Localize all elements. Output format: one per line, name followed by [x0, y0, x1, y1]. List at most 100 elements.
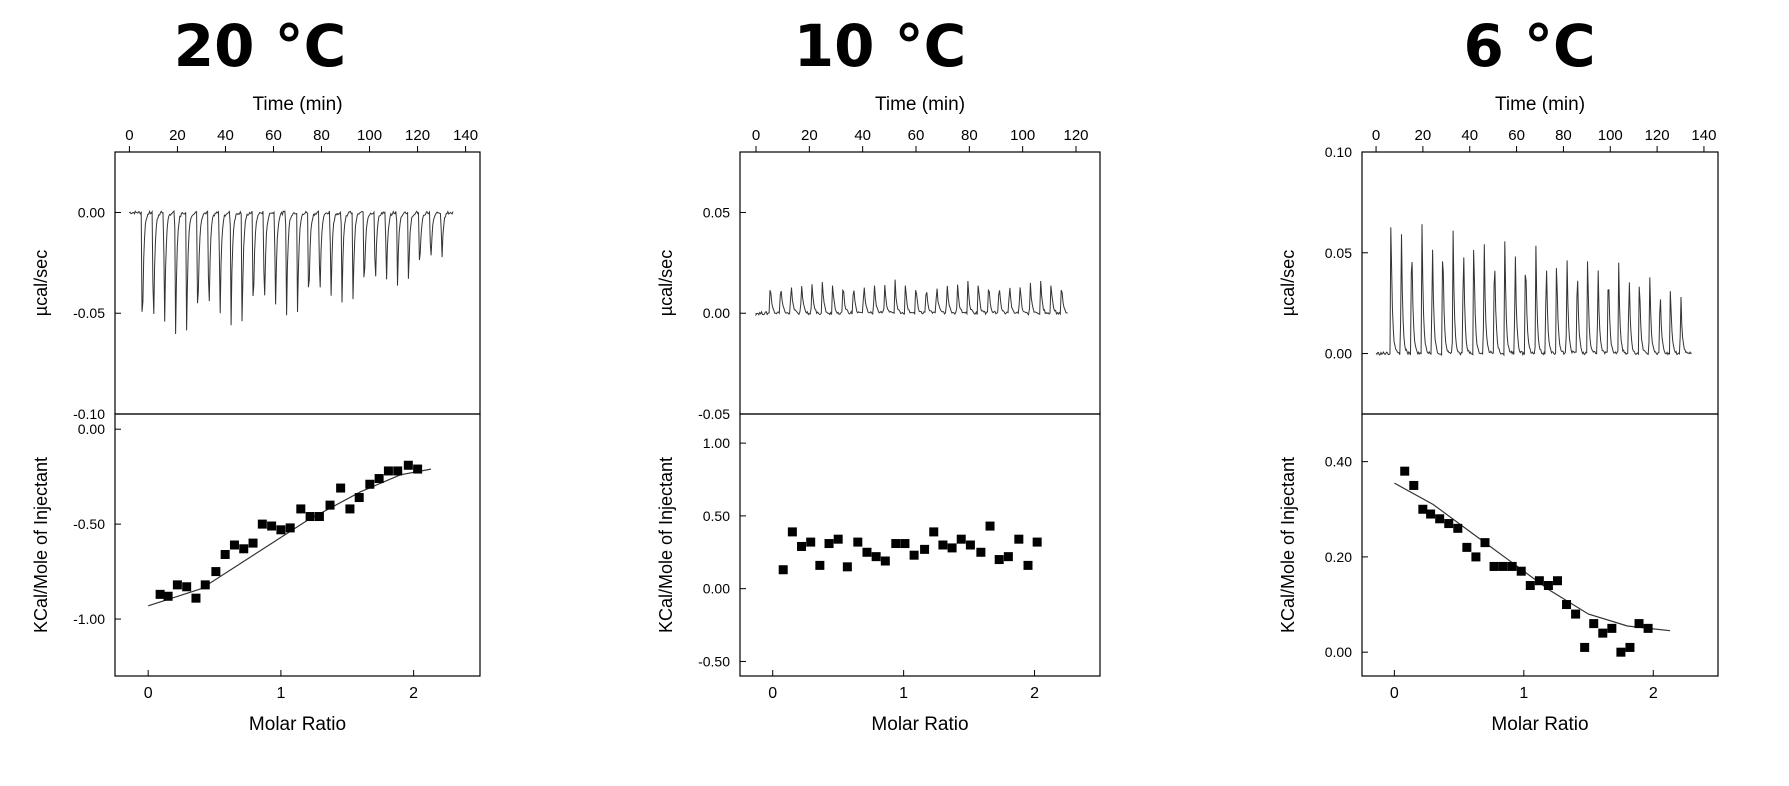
enthalpy-tick-label: 0.00 [1325, 644, 1352, 660]
data-point [325, 500, 335, 510]
power-axis-label: µcal/sec [31, 250, 51, 316]
data-point [1426, 509, 1436, 519]
data-point [155, 589, 165, 599]
data-point [1643, 623, 1653, 633]
data-point [1462, 542, 1472, 552]
power-tick-label: 0.05 [1325, 245, 1352, 261]
data-point [920, 544, 930, 554]
power-tick-label: 0.00 [1325, 346, 1352, 362]
time-tick-label: 100 [1598, 127, 1623, 144]
data-point [1525, 580, 1535, 590]
data-point [1562, 600, 1572, 610]
data-point [976, 547, 986, 557]
ratio-tick-label: 2 [409, 685, 418, 702]
data-point [806, 537, 816, 547]
ratio-axis-label: Molar Ratio [871, 714, 968, 735]
top-plot-frame [1361, 151, 1719, 415]
data-point [862, 547, 872, 557]
power-tick-label: -0.10 [73, 406, 105, 422]
ratio-tick-label: 2 [1030, 685, 1039, 702]
data-point [1616, 647, 1626, 657]
time-tick-label: 100 [357, 127, 382, 144]
data-point [797, 541, 807, 551]
data-point [267, 521, 277, 531]
time-tick-label: 60 [265, 127, 282, 144]
time-tick-label: 20 [1415, 127, 1432, 144]
time-axis-label: Time (min) [875, 94, 965, 115]
data-point [1400, 466, 1410, 476]
time-tick-label: 0 [1372, 127, 1380, 144]
data-point [815, 560, 825, 570]
top-plot-frame [739, 151, 1101, 415]
data-point [985, 521, 995, 531]
panel-6c: 6 °C 0 20 40 60 80 100 120 140 Time (min) 0.00 0.0… [1270, 0, 1789, 786]
ratio-tick-label: 0 [768, 685, 777, 702]
data-point [842, 562, 852, 572]
data-point [163, 591, 173, 601]
data-point [1480, 538, 1490, 548]
ratio-tick-label: 2 [1649, 685, 1658, 702]
ratio-tick-label: 1 [1519, 685, 1528, 702]
data-point [413, 464, 423, 474]
time-tick-label: 40 [1461, 127, 1478, 144]
panel-title: 6 °C [1463, 12, 1596, 80]
power-tick-label: 0.00 [703, 305, 730, 321]
data-point [1634, 619, 1644, 629]
data-point [1409, 480, 1419, 490]
data-point [1032, 537, 1042, 547]
data-point [956, 534, 966, 544]
power-tick-label: -0.05 [73, 305, 105, 321]
data-point [200, 580, 210, 590]
data-point [1625, 642, 1635, 652]
data-point [938, 540, 948, 550]
data-point [1418, 504, 1428, 514]
enthalpy-tick-label: 0.00 [703, 581, 730, 597]
data-point [891, 539, 901, 549]
bottom-plot-frame [1361, 413, 1719, 677]
time-tick-label: 120 [405, 127, 430, 144]
data-point [1534, 576, 1544, 586]
time-tick-label: 20 [801, 127, 818, 144]
data-point [1507, 561, 1517, 571]
data-point [336, 483, 346, 493]
bottom-plot-frame [739, 413, 1101, 677]
time-tick-label: 80 [1555, 127, 1572, 144]
data-point [1607, 623, 1617, 633]
data-point [172, 580, 182, 590]
power-tick-label: 0.00 [78, 204, 105, 220]
ratio-axis-label: Molar Ratio [1491, 714, 1588, 735]
time-tick-label: 20 [169, 127, 186, 144]
data-point [1444, 519, 1454, 529]
time-tick-label: 40 [217, 127, 234, 144]
time-tick-label: 0 [125, 127, 133, 144]
time-tick-label: 100 [1010, 127, 1035, 144]
time-tick-label: 80 [961, 127, 978, 144]
power-tick-label: -0.05 [698, 406, 730, 422]
data-point [1580, 642, 1590, 652]
data-point [383, 466, 393, 476]
data-point [305, 512, 315, 522]
thermogram-trace [1375, 224, 1692, 357]
data-point [276, 525, 286, 535]
enthalpy-tick-label: -0.50 [73, 516, 105, 532]
enthalpy-tick-label: 0.50 [703, 508, 730, 524]
data-point [1453, 523, 1463, 533]
data-point [880, 556, 890, 566]
ratio-tick-label: 0 [1390, 685, 1399, 702]
time-tick-label: 120 [1645, 127, 1670, 144]
data-point [947, 543, 957, 553]
time-tick-label: 140 [1691, 127, 1716, 144]
enthalpy-tick-label: 1.00 [703, 435, 730, 451]
data-point [1571, 609, 1581, 619]
data-point [220, 549, 230, 559]
data-point [365, 479, 375, 489]
bottom-plot-frame [114, 413, 481, 677]
data-point [994, 555, 1004, 565]
panel-20c: 20 °C 0 20 40 60 80 100 120 140 Time (min) -0.10-… [0, 0, 520, 786]
data-point [909, 550, 919, 560]
data-point [211, 567, 221, 577]
panel-title: 20 °C [173, 12, 347, 80]
data-point [929, 527, 939, 537]
time-axis-label: Time (min) [1495, 94, 1585, 115]
